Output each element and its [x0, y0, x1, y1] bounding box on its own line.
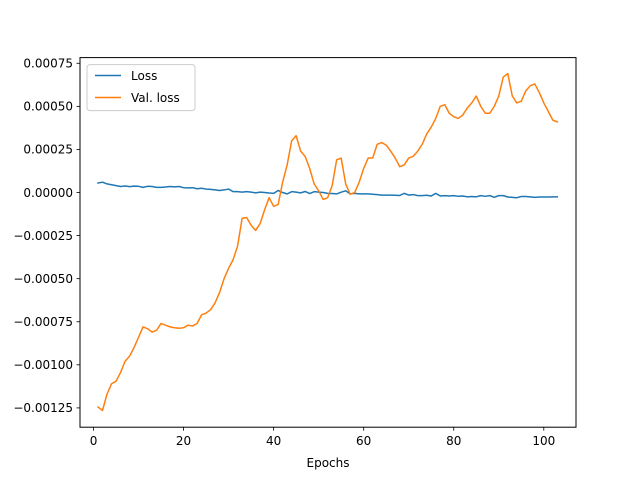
x-axis-title: Epochs — [307, 456, 350, 470]
y-tick-label: 0.00075 — [23, 57, 73, 71]
y-tick-label: 0.00050 — [23, 100, 73, 114]
series-layer — [96, 72, 559, 412]
y-tick-label: 0.00025 — [23, 143, 73, 157]
y-tick-label: 0.00000 — [23, 186, 73, 200]
x-tick-label: 100 — [532, 434, 555, 448]
series-line-val-loss — [96, 72, 559, 412]
plot-area-frame — [79, 57, 577, 428]
x-tick-label: 20 — [176, 434, 191, 448]
x-tick-label: 40 — [266, 434, 281, 448]
x-tick-label: 0 — [90, 434, 98, 448]
y-tick-label: −0.00100 — [13, 358, 73, 372]
x-tick-label: 80 — [446, 434, 461, 448]
y-tick-label: −0.00075 — [13, 315, 73, 329]
series-line-loss — [97, 181, 559, 199]
y-axis: −0.00125 −0.00100 −0.00075 −0.00050 −0.00025… — [13, 57, 80, 415]
legend-label-loss: Loss — [131, 69, 157, 83]
y-tick-label: −0.00050 — [13, 272, 73, 286]
x-axis: 0 20 40 60 80 100 — [90, 427, 555, 448]
y-tick-label: −0.00125 — [13, 401, 73, 415]
x-tick-label: 60 — [356, 434, 371, 448]
legend: Loss Val. loss — [86, 64, 196, 112]
y-tick-label: −0.00025 — [13, 229, 73, 243]
legend-label-val-loss: Val. loss — [131, 91, 180, 105]
